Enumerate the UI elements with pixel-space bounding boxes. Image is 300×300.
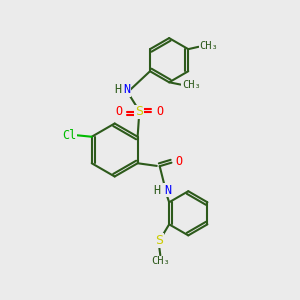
Text: H: H xyxy=(153,184,160,197)
Text: CH₃: CH₃ xyxy=(200,41,218,51)
Text: Cl: Cl xyxy=(62,129,77,142)
Text: O: O xyxy=(175,155,182,168)
Text: O: O xyxy=(115,105,122,118)
Text: CH₃: CH₃ xyxy=(182,80,201,90)
Text: N: N xyxy=(164,184,171,197)
Text: S: S xyxy=(155,234,163,247)
Text: CH₃: CH₃ xyxy=(151,256,170,266)
Text: H: H xyxy=(114,83,121,96)
Text: N: N xyxy=(124,83,131,96)
Text: S: S xyxy=(135,105,143,118)
Text: O: O xyxy=(156,105,163,118)
